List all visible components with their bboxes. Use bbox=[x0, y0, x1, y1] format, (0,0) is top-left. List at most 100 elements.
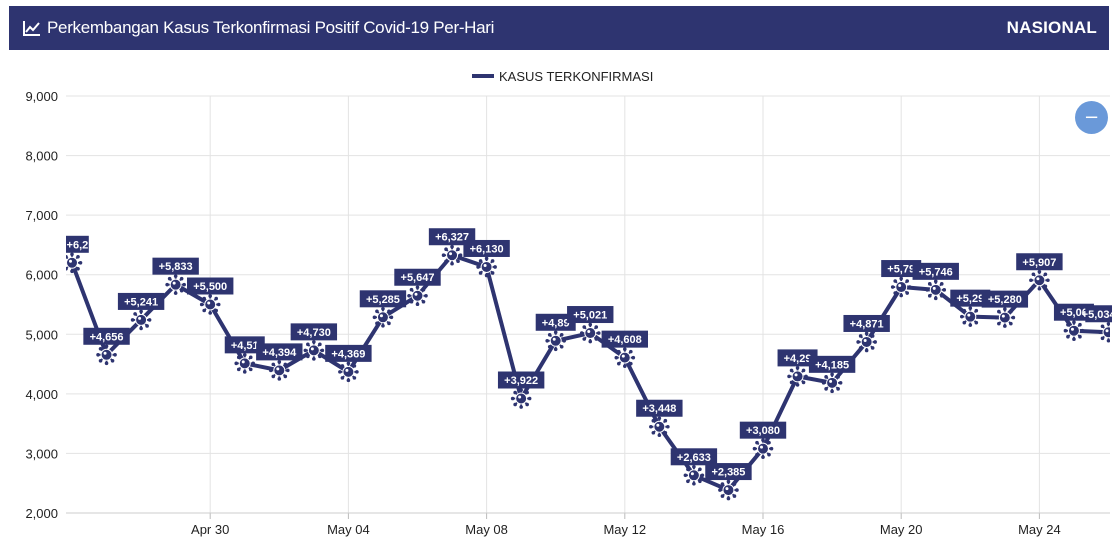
virus-icon[interactable] bbox=[441, 244, 463, 266]
svg-text:+3,080: +3,080 bbox=[746, 425, 780, 437]
data-label: +4,369 bbox=[325, 344, 372, 362]
virus-icon[interactable] bbox=[821, 372, 843, 394]
virus-icon[interactable] bbox=[649, 416, 670, 438]
data-label: +5,021 bbox=[567, 306, 614, 324]
virus-icon[interactable] bbox=[269, 360, 290, 381]
svg-text:+2,633: +2,633 bbox=[677, 452, 711, 464]
virus-icon[interactable] bbox=[407, 285, 428, 307]
data-label: +4,871 bbox=[843, 314, 890, 332]
virus-icon[interactable] bbox=[510, 388, 532, 409]
y-tick-label: 6,000 bbox=[25, 268, 58, 283]
x-tick-label: May 20 bbox=[880, 522, 923, 537]
virus-icon[interactable] bbox=[303, 340, 325, 361]
virus-icon[interactable] bbox=[994, 307, 1016, 328]
data-label: +4,730 bbox=[290, 323, 338, 341]
virus-icon[interactable] bbox=[683, 464, 705, 486]
data-label: +4,29 bbox=[777, 349, 818, 367]
data-label: +5,647 bbox=[394, 268, 441, 286]
legend-label: KASUS TERKONFIRMASI bbox=[499, 69, 653, 84]
virus-icon[interactable] bbox=[545, 330, 566, 352]
svg-text:+4,608: +4,608 bbox=[608, 334, 642, 346]
data-label: +6,2 bbox=[66, 235, 89, 253]
virus-icon[interactable] bbox=[372, 307, 394, 328]
x-tick-label: May 16 bbox=[742, 522, 785, 537]
data-label: +5,06 bbox=[1053, 303, 1094, 321]
data-label: +5,034 bbox=[1082, 305, 1114, 323]
minus-icon: − bbox=[1083, 107, 1100, 128]
data-label: +5,241 bbox=[117, 292, 165, 310]
data-label: +4,89 bbox=[535, 313, 576, 331]
data-label: +3,922 bbox=[497, 371, 545, 389]
svg-text:+5,79: +5,79 bbox=[887, 264, 915, 276]
data-label: +3,448 bbox=[636, 399, 683, 417]
y-tick-label: 4,000 bbox=[25, 387, 58, 402]
svg-text:+5,29: +5,29 bbox=[956, 293, 984, 305]
zoom-out-button[interactable]: − bbox=[1075, 101, 1108, 134]
virus-icon[interactable] bbox=[476, 256, 497, 278]
x-tick-label: May 24 bbox=[1018, 522, 1061, 537]
x-tick-label: May 12 bbox=[603, 522, 646, 537]
legend[interactable]: KASUS TERKONFIRMASI bbox=[472, 69, 653, 84]
svg-text:+6,130: +6,130 bbox=[470, 243, 504, 255]
data-label: +4,51 bbox=[224, 336, 265, 354]
chart-title: Perkembangan Kasus Terkonfirmasi Positif… bbox=[47, 18, 495, 37]
virus-icon[interactable] bbox=[1098, 321, 1114, 343]
data-label: +2,633 bbox=[670, 448, 718, 466]
virus-icon[interactable] bbox=[1063, 320, 1085, 342]
virus-icon[interactable] bbox=[614, 347, 636, 368]
svg-text:+4,730: +4,730 bbox=[297, 327, 331, 339]
virus-icon[interactable] bbox=[787, 366, 808, 387]
virus-icon[interactable] bbox=[579, 322, 601, 344]
chart-header: Perkembangan Kasus Terkonfirmasi Positif… bbox=[9, 6, 1109, 50]
svg-text:+6,2: +6,2 bbox=[67, 239, 89, 251]
virus-icon[interactable] bbox=[718, 479, 739, 501]
svg-text:+4,185: +4,185 bbox=[815, 359, 849, 371]
svg-text:+4,369: +4,369 bbox=[331, 348, 365, 360]
svg-text:+5,833: +5,833 bbox=[159, 261, 193, 273]
svg-text:+4,89: +4,89 bbox=[542, 317, 570, 329]
x-tick-label: May 04 bbox=[327, 522, 370, 537]
line-chart-icon bbox=[23, 20, 41, 36]
data-label: +5,280 bbox=[981, 290, 1029, 308]
y-tick-label: 2,000 bbox=[25, 506, 58, 521]
y-tick-label: 8,000 bbox=[25, 149, 58, 164]
data-label: +5,285 bbox=[359, 290, 407, 308]
data-label: +4,394 bbox=[256, 343, 303, 361]
svg-text:+5,907: +5,907 bbox=[1022, 257, 1056, 269]
svg-text:+4,871: +4,871 bbox=[850, 318, 884, 330]
svg-text:+5,280: +5,280 bbox=[988, 294, 1022, 306]
svg-text:+5,647: +5,647 bbox=[401, 272, 435, 284]
y-tick-label: 3,000 bbox=[25, 446, 58, 461]
virus-icon[interactable] bbox=[856, 331, 877, 353]
virus-icon[interactable] bbox=[130, 309, 152, 331]
virus-icon[interactable] bbox=[960, 306, 981, 327]
svg-text:+5,021: +5,021 bbox=[573, 310, 607, 322]
data-label: +5,833 bbox=[152, 257, 199, 275]
virus-icon[interactable] bbox=[338, 361, 359, 383]
data-label: +3,080 bbox=[739, 421, 787, 439]
virus-icon[interactable] bbox=[199, 294, 221, 315]
svg-text:+4,51: +4,51 bbox=[231, 340, 259, 352]
data-label: +5,79 bbox=[881, 260, 922, 278]
virus-icon[interactable] bbox=[1029, 269, 1050, 291]
virus-icon[interactable] bbox=[62, 252, 83, 274]
y-tick-label: 9,000 bbox=[25, 89, 58, 104]
svg-text:+3,448: +3,448 bbox=[642, 403, 676, 415]
data-label: +5,746 bbox=[912, 262, 959, 280]
region-label[interactable]: NASIONAL bbox=[1006, 18, 1097, 37]
virus-icon[interactable] bbox=[96, 344, 117, 366]
svg-text:+4,656: +4,656 bbox=[90, 331, 124, 343]
line-chart: 2,000 3,000 4,000 5,000 6,000 7,000 8,000 9,000… bbox=[25, 69, 1114, 537]
virus-icon[interactable] bbox=[752, 438, 774, 459]
y-tick-label: 7,000 bbox=[25, 208, 58, 223]
virus-icon[interactable] bbox=[165, 274, 186, 295]
virus-icon[interactable] bbox=[234, 353, 256, 374]
header-title-group: Perkembangan Kasus Terkonfirmasi Positif… bbox=[23, 18, 494, 38]
svg-text:+5,034: +5,034 bbox=[1082, 309, 1114, 321]
data-label: +4,185 bbox=[808, 355, 856, 373]
svg-text:+5,746: +5,746 bbox=[919, 266, 953, 278]
virus-icon[interactable] bbox=[925, 279, 947, 301]
virus-icon[interactable] bbox=[890, 276, 912, 298]
svg-text:+5,06: +5,06 bbox=[1060, 307, 1088, 319]
